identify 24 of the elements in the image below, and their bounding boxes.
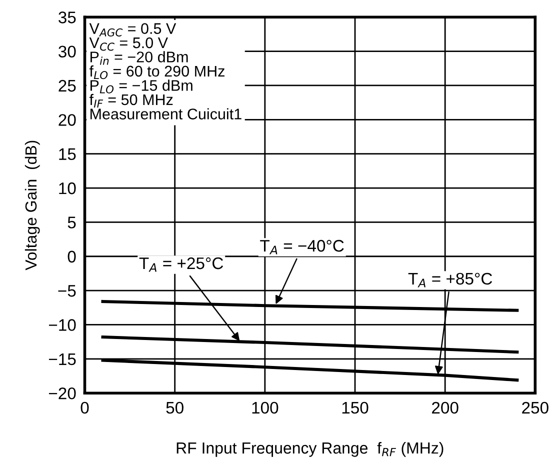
text: V$_{AGC}$ = 0.5 V V$_{CC}$ = 5.0 V P$_{in}$ = −20 dBm f$_{LO}$ = 60 to 290 MHz P$_{LO}$ = −15 dBm f$_{IF}$ = 50 MHz Measurement Cuicuit1 (89, 23, 242, 120)
y-tick-label: 15 (59, 148, 76, 160)
y-tick-label: 5 (68, 216, 76, 228)
y-tick-label: −5 (58, 285, 76, 297)
y-tick-label: 10 (59, 182, 76, 194)
x-tick-label: 150 (342, 402, 368, 414)
y-tick-label: −20 (48, 387, 76, 400)
y-tick-label: 0 (68, 250, 76, 263)
y-axis-title: Voltage Gain (dB) (24, 140, 40, 270)
x-axis-title: RF Input Frequency Range f$_{RF}$ (MHz) (176, 442, 444, 457)
annotation: T$_{A}$ = +85°C (408, 272, 492, 288)
y-tick-label: −15 (48, 353, 76, 366)
x-tick-label: 100 (252, 402, 278, 414)
x-tick-label: 50 (166, 402, 184, 414)
y-tick-label: 35 (58, 12, 76, 24)
x-tick-label: 200 (432, 402, 458, 414)
y-tick-label: 20 (58, 114, 76, 126)
annotation: T$_{A}$ = −40°C (260, 240, 344, 254)
y-tick-label: −10 (48, 319, 76, 331)
y-tick-label: 30 (58, 46, 76, 58)
x-tick-label: 0 (80, 402, 89, 414)
y-tick-label: 25 (58, 80, 76, 92)
annotation: T$_{A}$ = +25°C (139, 257, 224, 272)
x-tick-label: 250 (522, 402, 548, 414)
